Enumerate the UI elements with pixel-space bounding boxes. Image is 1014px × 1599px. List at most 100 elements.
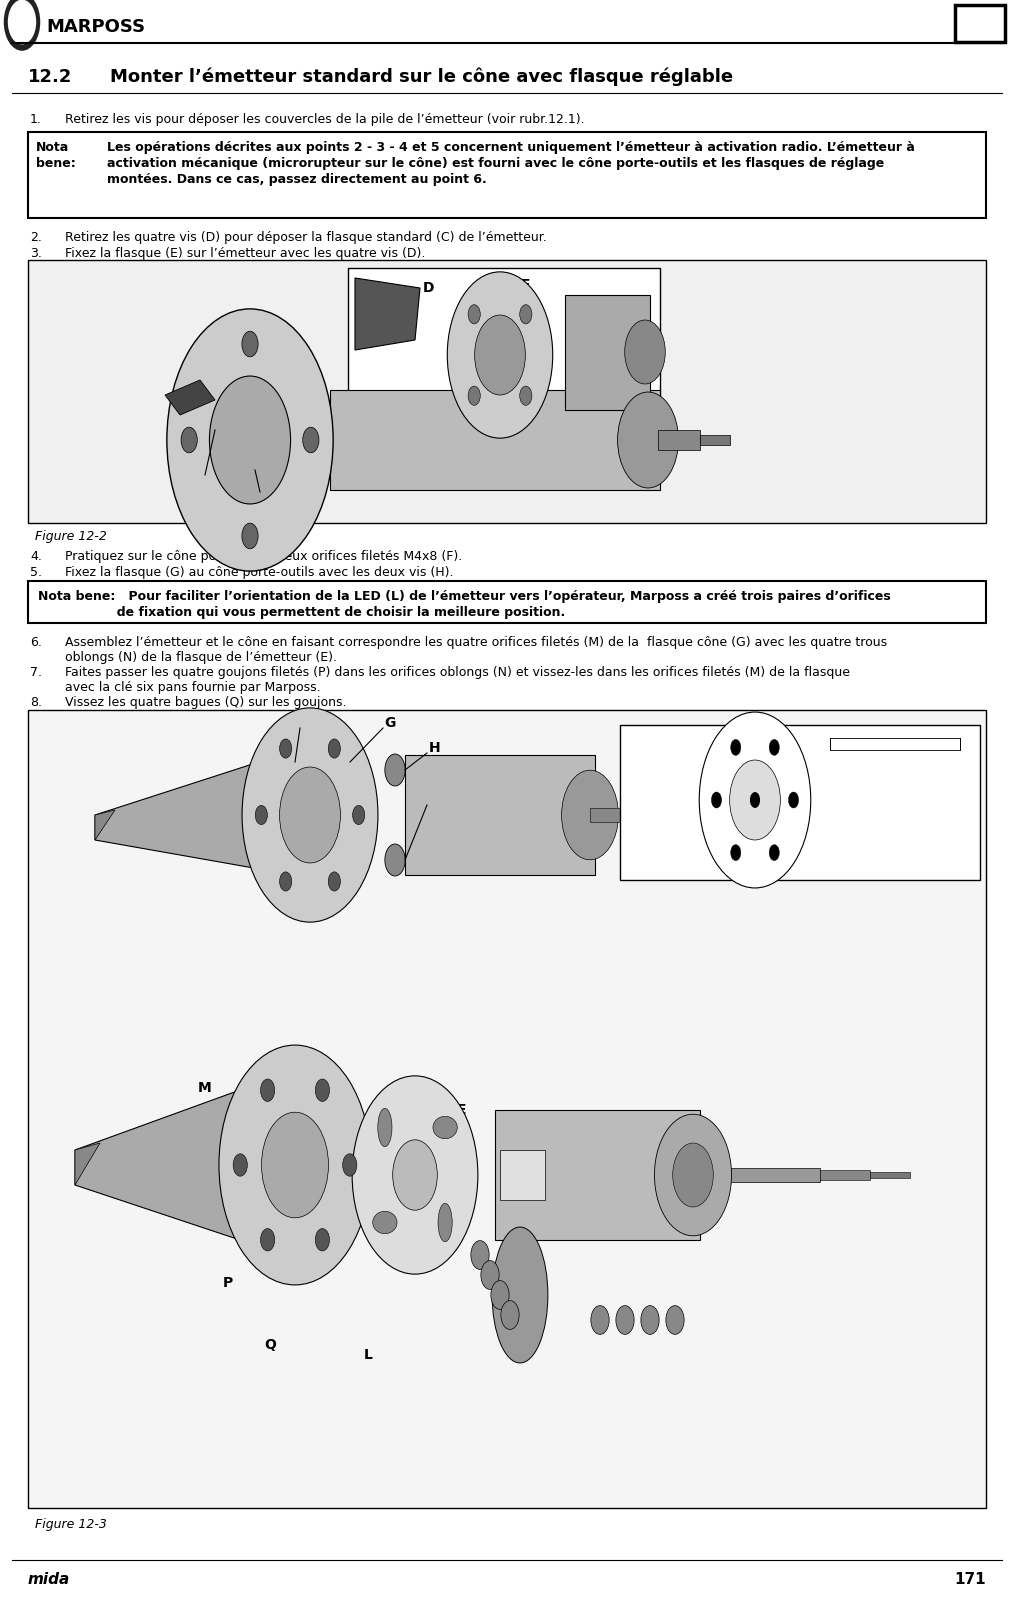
Text: de fixation qui vous permettent de choisir la meilleure position.: de fixation qui vous permettent de chois…	[38, 606, 565, 619]
Circle shape	[520, 305, 532, 325]
Circle shape	[700, 712, 811, 887]
Text: C: C	[263, 489, 273, 504]
Text: N: N	[389, 1102, 401, 1115]
Text: 1.: 1.	[30, 114, 42, 126]
Circle shape	[352, 1076, 478, 1274]
Circle shape	[654, 1115, 731, 1236]
Circle shape	[520, 385, 532, 405]
Circle shape	[210, 376, 291, 504]
Bar	[620, 724, 980, 879]
Circle shape	[303, 427, 319, 453]
Text: 36: 36	[888, 737, 902, 747]
Text: H: H	[429, 793, 441, 807]
Circle shape	[618, 392, 678, 488]
Circle shape	[182, 427, 198, 453]
Text: 7.: 7.	[30, 667, 42, 680]
Text: D: D	[199, 473, 211, 488]
Bar	[590, 807, 620, 822]
Circle shape	[501, 1300, 519, 1329]
Text: 3.: 3.	[30, 246, 42, 261]
Text: F: F	[295, 716, 305, 731]
Circle shape	[280, 739, 292, 758]
Text: Assemblez l’émetteur et le cône en faisant correspondre les quatre orifices file: Assemblez l’émetteur et le cône en faisa…	[65, 636, 887, 649]
Bar	[820, 1170, 870, 1180]
Circle shape	[770, 844, 780, 860]
Circle shape	[731, 844, 741, 860]
Circle shape	[491, 1281, 509, 1310]
Text: Figure 12-2: Figure 12-2	[35, 529, 106, 544]
Ellipse shape	[492, 1226, 548, 1362]
Text: montées. Dans ce cas, passez directement au point 6.: montées. Dans ce cas, passez directement…	[107, 173, 487, 185]
Text: 8.: 8.	[30, 696, 42, 708]
Text: F=M4x8: F=M4x8	[872, 849, 918, 862]
Circle shape	[591, 1306, 609, 1335]
Circle shape	[262, 1113, 329, 1218]
Circle shape	[280, 768, 341, 863]
Circle shape	[385, 755, 406, 787]
Circle shape	[750, 792, 760, 807]
Text: (1.42"): (1.42")	[875, 750, 915, 760]
Circle shape	[242, 331, 259, 357]
Circle shape	[481, 1260, 499, 1289]
Circle shape	[242, 523, 259, 548]
Text: 2.: 2.	[30, 230, 42, 245]
Text: Fixez la flasque (G) au cône porte-outils avec les deux vis (H).: Fixez la flasque (G) au cône porte-outil…	[65, 566, 453, 579]
Text: avec la clé six pans fournie par Marposs.: avec la clé six pans fournie par Marposs…	[65, 681, 320, 694]
Circle shape	[641, 1306, 659, 1335]
Text: Faites passer les quatre goujons filetés (P) dans les orifices oblongs (N) et vi: Faites passer les quatre goujons filetés…	[65, 667, 850, 680]
Text: Pratiquez sur le cône porte-outils deux orifices filetés M4x8 (F).: Pratiquez sur le cône porte-outils deux …	[65, 550, 462, 563]
Text: 4.: 4.	[30, 550, 42, 563]
Circle shape	[4, 0, 41, 51]
Text: 6.: 6.	[30, 636, 42, 649]
Bar	[28, 580, 986, 624]
Polygon shape	[355, 278, 420, 350]
Circle shape	[256, 806, 268, 825]
Circle shape	[261, 1079, 275, 1102]
Text: Q: Q	[264, 1338, 276, 1353]
Text: MARPOSS: MARPOSS	[46, 18, 145, 37]
Circle shape	[329, 739, 341, 758]
Text: G: G	[384, 716, 395, 731]
Circle shape	[615, 1306, 634, 1335]
Circle shape	[315, 1079, 330, 1102]
Circle shape	[233, 1154, 247, 1177]
Circle shape	[392, 1140, 437, 1210]
Bar	[500, 1150, 545, 1199]
Text: Vissez les quatre bagues (Q) sur les goujons.: Vissez les quatre bagues (Q) sur les gou…	[65, 696, 347, 708]
Text: bene:: bene:	[37, 157, 76, 169]
Circle shape	[712, 792, 722, 807]
Circle shape	[329, 871, 341, 891]
Circle shape	[219, 1046, 371, 1286]
Bar	[330, 390, 660, 489]
Text: M: M	[198, 1081, 212, 1095]
Circle shape	[770, 739, 780, 755]
Text: E: E	[457, 1103, 466, 1118]
Bar	[620, 812, 645, 819]
Circle shape	[562, 771, 619, 860]
Ellipse shape	[373, 1212, 397, 1234]
Bar	[870, 1172, 910, 1178]
Circle shape	[167, 309, 334, 571]
Circle shape	[385, 844, 406, 876]
Text: H: H	[429, 740, 441, 755]
Text: G: G	[304, 1081, 315, 1095]
Ellipse shape	[433, 1116, 457, 1138]
Ellipse shape	[438, 1204, 452, 1242]
Circle shape	[353, 806, 365, 825]
Bar	[700, 1167, 820, 1182]
Text: D: D	[422, 281, 434, 294]
Text: F: F	[972, 13, 988, 35]
Text: mida: mida	[28, 1572, 70, 1588]
Text: oblongs (N) de la flasque de l’émetteur (E).: oblongs (N) de la flasque de l’émetteur …	[65, 651, 337, 664]
Circle shape	[261, 1228, 275, 1250]
Circle shape	[447, 272, 553, 438]
Circle shape	[468, 305, 481, 325]
Bar	[565, 294, 650, 409]
Text: 12.2: 12.2	[28, 69, 72, 86]
Circle shape	[789, 792, 799, 807]
Bar	[700, 435, 730, 445]
Text: Les opérations décrites aux points 2 - 3 - 4 et 5 concernent uniquement l’émette: Les opérations décrites aux points 2 - 3…	[107, 141, 915, 154]
Text: Monter l’émetteur standard sur le cône avec flasque réglable: Monter l’émetteur standard sur le cône a…	[110, 69, 733, 86]
Circle shape	[468, 385, 481, 405]
Text: 5.: 5.	[30, 566, 42, 579]
